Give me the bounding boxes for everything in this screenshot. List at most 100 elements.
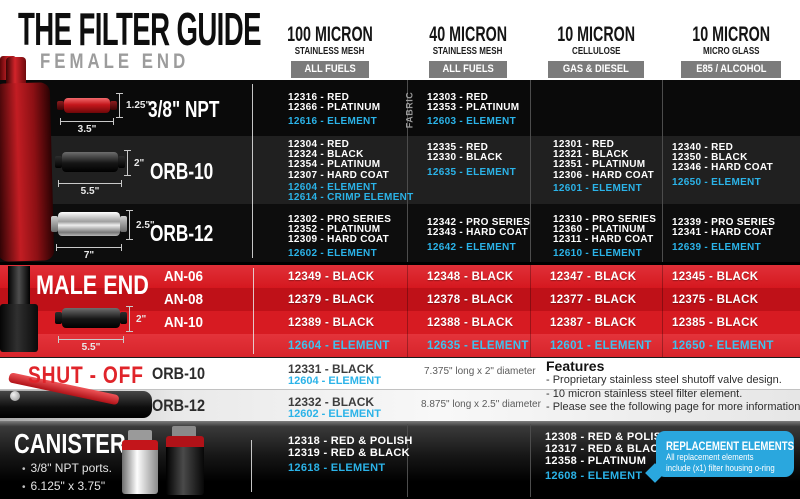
red-filter-photo — [6, 57, 26, 84]
part-number-list: 12342 - PRO SERIES 12343 - HARD COAT — [427, 217, 530, 239]
column-divider — [252, 84, 253, 258]
dimension-line — [58, 336, 124, 343]
shutoff-row1-background — [0, 358, 800, 390]
list-line: 12310 - PRO SERIES — [553, 214, 657, 225]
list-line: 12343 - HARD COAT — [427, 227, 529, 239]
list-line: 12321 - BLACK — [553, 149, 629, 161]
row-background-npt — [0, 80, 800, 136]
list-line: 12358 - PLATINUM — [545, 454, 647, 467]
list-line: 12350 - BLACK — [672, 152, 748, 164]
fuel-badge: ALL FUELS — [290, 61, 370, 78]
fuel-badge-wrap: E85 / ALCOHOL — [656, 57, 800, 78]
column-divider — [530, 80, 531, 262]
row-background-orb10 — [0, 136, 800, 204]
part-number: 12375 - BLACK — [672, 294, 759, 306]
list-line: 12301 - RED — [553, 139, 615, 150]
dim-length-label: 5.5" — [81, 342, 101, 353]
fuel-badge-wrap: ALL FUELS — [255, 57, 405, 78]
media-subheading: STAINLESS MESH — [295, 46, 365, 57]
media-subheading: MICRO GLASS — [702, 46, 760, 57]
column-header-40micron: 40 MICRON STAINLESS MESH ALL FUELS — [393, 24, 543, 78]
shutoff-title: SHUT - OFF — [28, 362, 144, 389]
list-line: 12353 - PLATINUM — [427, 102, 520, 114]
inline-filter-image-npt — [57, 98, 117, 113]
list-line: 12330 - BLACK — [427, 152, 503, 164]
fuel-badge: GAS & DIESEL — [548, 61, 644, 78]
column-header-10micron-microglass: 10 MICRON MICRO GLASS E85 / ALCOHOL — [656, 24, 800, 78]
header-background — [0, 0, 800, 80]
dimension-line — [60, 118, 114, 125]
page-title-text: THE FILTER GUIDE — [18, 3, 261, 55]
list-line: 12319 - RED & BLACK — [288, 446, 410, 459]
list-line: 12341 - HARD COAT — [672, 227, 774, 239]
element-number-list: 12601 - ELEMENT — [553, 183, 642, 194]
list-line: 12603 - ELEMENT — [427, 116, 516, 127]
fabric-note: FABRIC — [403, 91, 419, 131]
part-number: 12385 - BLACK — [672, 317, 759, 329]
list-line: 12616 - ELEMENT — [288, 116, 377, 127]
size-note: 7.375" long x 2" diameter — [424, 366, 536, 377]
media-subheading: STAINLESS MESH — [433, 46, 503, 57]
element-number-list: 12650 - ELEMENT — [672, 177, 761, 188]
male-stripe-an06 — [0, 265, 800, 288]
male-stripe-elements — [0, 334, 800, 357]
list-line: 12308 - RED & POLISH — [545, 431, 670, 443]
column-divider — [253, 268, 254, 354]
list-line: 12351 - PLATINUM — [553, 159, 646, 171]
female-end-text: FEMALE END — [40, 50, 190, 73]
list-line: 12602 - ELEMENT — [288, 248, 377, 259]
list-line: 12303 - RED — [427, 92, 489, 103]
dim-height-label: 2.5" — [136, 220, 155, 231]
part-number-list: 12302 - PRO SERIES 12352 - PLATINUM 12309 … — [288, 214, 391, 246]
part-number-list: 12318 - RED & POLISH 12319 - RED & BLACK — [288, 435, 413, 460]
filter-endcap — [118, 155, 125, 169]
dim-height-label: 1.25" — [126, 100, 151, 111]
list-line: - Proprietary stainless steel shutoff va… — [546, 374, 782, 386]
column-divider — [662, 80, 663, 262]
part-number: 12387 - BLACK — [550, 317, 637, 329]
element-number-list: 12602 - ELEMENT — [288, 248, 377, 259]
list-line: 12610 - ELEMENT — [553, 248, 642, 259]
dimension-line — [58, 180, 122, 187]
features-title: Features — [546, 358, 605, 374]
list-line: 12309 - HARD COAT — [288, 234, 390, 246]
dim-length-label: 7" — [83, 250, 95, 261]
list-line: 3/8" NPT ports. — [22, 460, 112, 478]
element-number: 12604 - ELEMENT — [288, 375, 381, 387]
dim-height-label: 2" — [136, 314, 147, 325]
inline-filter-image-orb12 — [51, 212, 127, 236]
row-label-npt: 3/8" NPT — [148, 96, 220, 122]
canister-photo-polished — [122, 450, 158, 494]
column-divider — [407, 80, 408, 262]
row-label-an06: AN-06 — [164, 268, 204, 285]
canister-bullet-list: 3/8" NPT ports.6.125" x 3.75" — [22, 460, 112, 496]
list-line: 12639 - ELEMENT — [672, 242, 761, 253]
filter-endcap — [120, 311, 127, 325]
filter-endcap — [110, 100, 117, 111]
dimension-line — [124, 150, 131, 176]
element-number: 12601 - ELEMENT — [550, 340, 652, 352]
element-number: 12650 - ELEMENT — [672, 340, 774, 352]
features-list: - Proprietary stainless steel shutoff va… — [546, 374, 800, 415]
filter-endcap — [55, 311, 62, 325]
list-line: 6.125" x 3.75" — [22, 478, 112, 496]
column-header-100micron: 100 MICRON STAINLESS MESH ALL FUELS — [255, 24, 405, 78]
list-line: 12339 - PRO SERIES — [672, 217, 776, 228]
list-line: 12335 - RED — [427, 142, 489, 153]
filter-endcap — [55, 155, 62, 169]
part-number-list: 12308 - RED & POLISH 12317 - RED & BLACK 1… — [545, 431, 670, 467]
element-number-list: 12639 - ELEMENT — [672, 242, 761, 253]
list-line: 12318 - RED & POLISH — [288, 435, 413, 447]
canister-bracket — [172, 426, 196, 438]
list-line: 12366 - PLATINUM — [288, 102, 381, 114]
section-divider-bar — [0, 262, 800, 265]
dimension-line — [116, 93, 123, 118]
male-fitting-photo — [8, 266, 30, 306]
fuel-badge-wrap: ALL FUELS — [393, 57, 543, 78]
column-divider — [407, 265, 408, 357]
female-end-label: FEMALE END — [40, 50, 227, 74]
replacement-box-title: REPLACEMENT ELEMENTS — [666, 439, 795, 453]
list-line: - Please see the following page for more… — [546, 401, 800, 413]
filter-endcap — [120, 216, 127, 232]
